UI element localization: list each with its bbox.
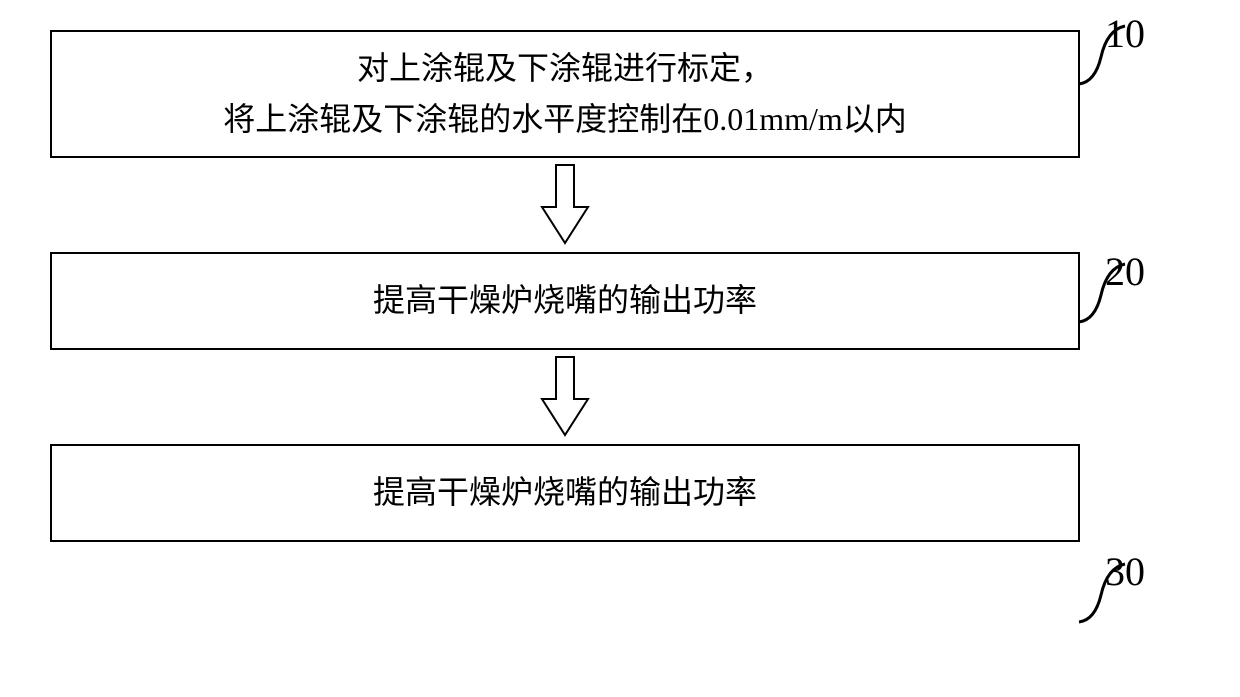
step-label-20: 20 xyxy=(1105,248,1145,295)
arrow-2-container xyxy=(50,350,1080,444)
arrow-down-icon xyxy=(538,163,592,247)
step-20-line-1: 提高干燥炉烧嘴的输出功率 xyxy=(373,275,757,326)
arrow-down-icon xyxy=(538,355,592,439)
arrow-1-container xyxy=(50,158,1080,252)
flowchart-step-20: 提高干燥炉烧嘴的输出功率 xyxy=(50,252,1080,350)
step-label-10: 10 xyxy=(1105,10,1145,57)
step-label-30: 30 xyxy=(1105,548,1145,595)
flowchart-step-30: 提高干燥炉烧嘴的输出功率 xyxy=(50,444,1080,542)
step-10-line-2: 将上涂辊及下涂辊的水平度控制在0.01mm/m以内 xyxy=(223,94,907,145)
step-10-line-1: 对上涂辊及下涂辊进行标定， xyxy=(357,43,773,94)
step-30-line-1: 提高干燥炉烧嘴的输出功率 xyxy=(373,467,757,518)
flowchart-container: 对上涂辊及下涂辊进行标定， 将上涂辊及下涂辊的水平度控制在0.01mm/m以内 … xyxy=(50,30,1140,542)
flowchart-step-10: 对上涂辊及下涂辊进行标定， 将上涂辊及下涂辊的水平度控制在0.01mm/m以内 xyxy=(50,30,1080,158)
